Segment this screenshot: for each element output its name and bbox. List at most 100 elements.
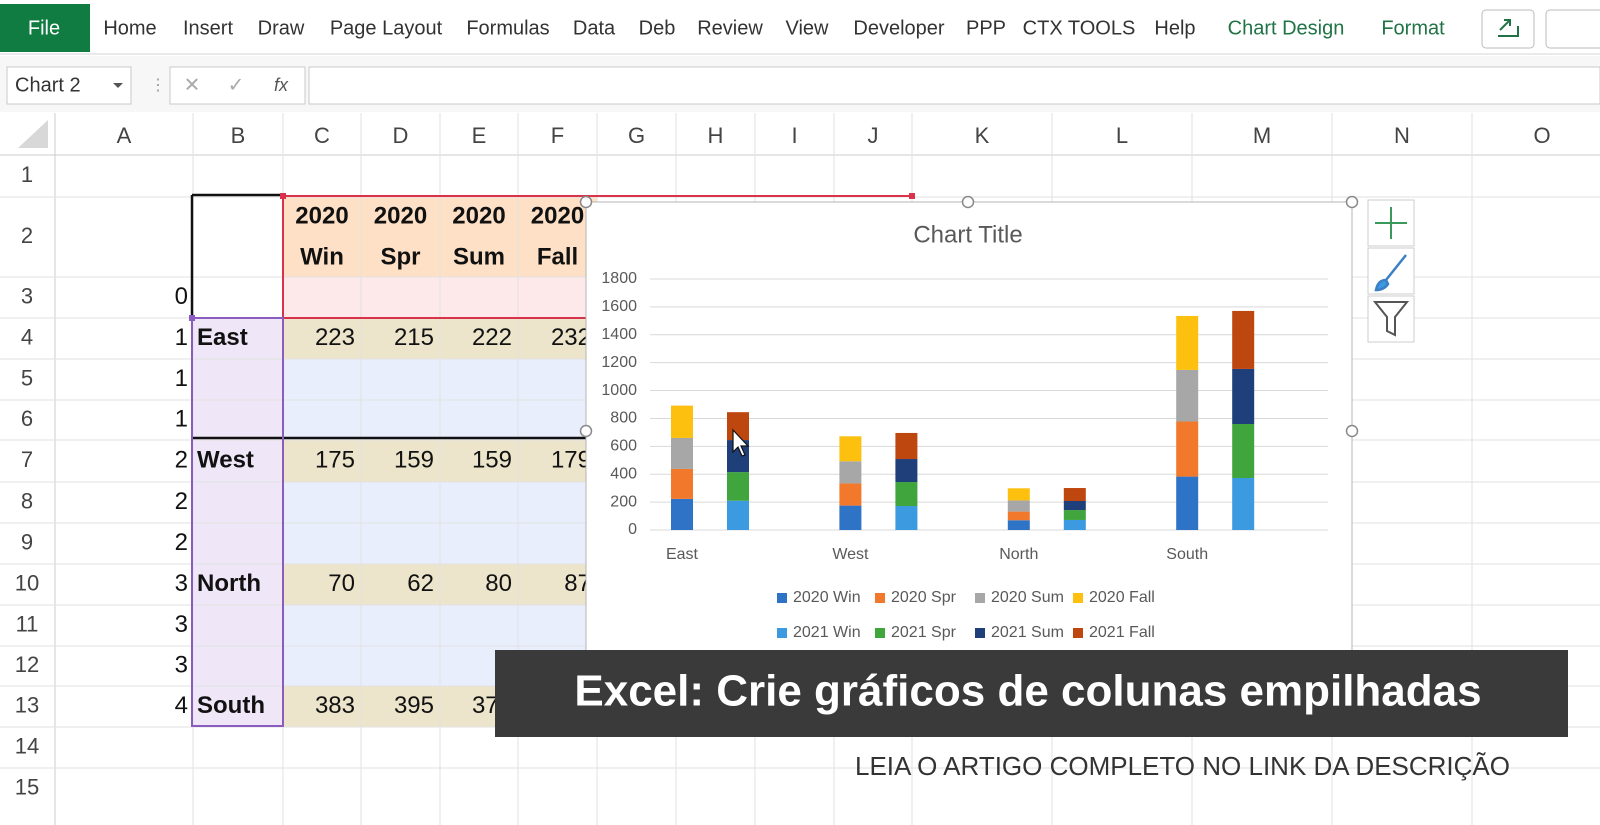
bar-segment [671, 468, 693, 499]
ribbon-tab[interactable]: Insert [183, 17, 233, 39]
legend-label: 2020 Win [793, 589, 861, 606]
row-header: 4 [21, 324, 33, 349]
cell-value: 62 [407, 570, 434, 597]
selection-purple [191, 317, 284, 727]
legend-label: 2021 Spr [891, 624, 957, 641]
ribbon-tab[interactable]: Formulas [466, 17, 549, 39]
function-icon[interactable]: fx [274, 75, 289, 95]
formula-input[interactable] [308, 66, 1600, 105]
ribbon-tab[interactable]: Chart Design [1228, 17, 1345, 39]
bar-segment [1007, 488, 1030, 501]
ribbon-tab[interactable]: Help [1154, 17, 1195, 39]
ribbon-tab[interactable]: Page Layout [330, 17, 443, 39]
filter-icon [1372, 301, 1410, 337]
ribbon-tab[interactable]: Format [1381, 17, 1445, 39]
comments-button[interactable] [1545, 9, 1600, 49]
y-tick-label: 800 [610, 410, 637, 427]
row-header: 12 [15, 652, 39, 677]
ribbon-tab[interactable]: Deb [639, 17, 676, 39]
legend-label: 2020 Fall [1089, 589, 1155, 606]
chart: Chart Title 0 200 400 600 800 1000 1200 1400 1600… [579, 195, 1359, 703]
bar-segment [839, 436, 862, 462]
column-header: G [628, 123, 645, 148]
column-header: H [708, 123, 724, 148]
ribbon-tab[interactable]: CTX TOOLS [1023, 17, 1136, 39]
ribbon-tab[interactable]: Home [103, 17, 156, 39]
cell-value: 222 [472, 324, 512, 351]
x-tick-label: North [999, 546, 1038, 563]
table-header: 2020 [531, 202, 584, 229]
ribbon-tab[interactable]: Draw [258, 17, 305, 39]
column-header: E [472, 123, 487, 148]
row-index: 3 [175, 651, 188, 678]
row-header: 7 [21, 447, 33, 472]
y-tick-label: 1800 [601, 270, 637, 287]
column-header: A [117, 123, 132, 148]
legend-label: 2020 Sum [991, 589, 1064, 606]
column-header: O [1533, 123, 1550, 148]
legend-swatch [1073, 593, 1083, 603]
row-header: 8 [21, 488, 33, 513]
cancel-icon[interactable]: ✕ [184, 74, 201, 96]
legend-label: 2021 Sum [991, 624, 1064, 641]
share-button[interactable] [1481, 9, 1535, 49]
row-index: 1 [175, 365, 188, 392]
x-tick-label: East [666, 546, 699, 563]
selection-handle [909, 193, 915, 199]
bar-segment [895, 432, 918, 460]
legend-swatch [875, 628, 885, 638]
bar-segment [1007, 520, 1030, 530]
table-header: Win [300, 243, 344, 270]
bar-segment [1176, 421, 1199, 477]
bar-segment [839, 461, 862, 484]
name-box-dropdown[interactable] [113, 83, 123, 88]
table-border [190, 193, 586, 440]
select-all[interactable] [18, 120, 48, 148]
cell-value: 179 [551, 446, 591, 473]
brush-icon [1374, 254, 1407, 292]
column-header: M [1253, 123, 1271, 148]
bar-segment [727, 500, 749, 530]
selection-handle [280, 193, 286, 199]
bar-segment [671, 437, 693, 469]
chart-title: Chart Title [913, 221, 1022, 248]
table-header: 2020 [295, 202, 348, 229]
chart-styles-button[interactable] [1367, 247, 1415, 295]
column-header: B [231, 123, 246, 148]
region-label: North [197, 570, 261, 597]
y-tick-label: 200 [610, 493, 637, 510]
bar-segment [839, 505, 862, 530]
ribbon-tab[interactable]: View [786, 17, 830, 39]
resize-handle [579, 195, 593, 209]
separator: ⋮ [150, 77, 166, 94]
mouse-cursor [732, 428, 750, 457]
column-header: J [868, 123, 879, 148]
ribbon-tab[interactable]: Data [573, 17, 616, 39]
column-header: C [314, 123, 330, 148]
ribbon-tab[interactable]: PPP [966, 17, 1006, 39]
banner: Excel: Crie gráficos de colunas empilhad… [495, 650, 1568, 737]
x-tick-label: West [832, 546, 869, 563]
chart-side-buttons [1367, 199, 1415, 343]
ribbon-tab[interactable]: File [28, 17, 60, 39]
row-header: 11 [16, 611, 39, 636]
y-tick-label: 1400 [601, 326, 637, 343]
cell-value: 223 [315, 324, 355, 351]
ribbon-tab[interactable]: Review [697, 17, 763, 39]
y-tick-label: 1000 [601, 382, 637, 399]
column-header: L [1116, 123, 1128, 148]
file-tab-bg[interactable] [0, 4, 90, 52]
y-tick-label: 400 [610, 465, 637, 482]
bar-segment [1063, 488, 1086, 501]
banner-subtitle: LEIA O ARTIGO COMPLETO NO LINK DA DESCRI… [855, 751, 1510, 781]
row-header: 14 [15, 733, 39, 758]
bar-segment [895, 482, 918, 507]
enter-icon[interactable]: ✓ [228, 74, 245, 96]
row-header: 13 [15, 692, 39, 717]
x-tick-label: South [1166, 546, 1208, 563]
y-tick-label: 600 [610, 438, 637, 455]
table-header: 2020 [452, 202, 505, 229]
ribbon-tab[interactable]: Developer [853, 17, 945, 39]
name-box[interactable] [6, 66, 132, 105]
